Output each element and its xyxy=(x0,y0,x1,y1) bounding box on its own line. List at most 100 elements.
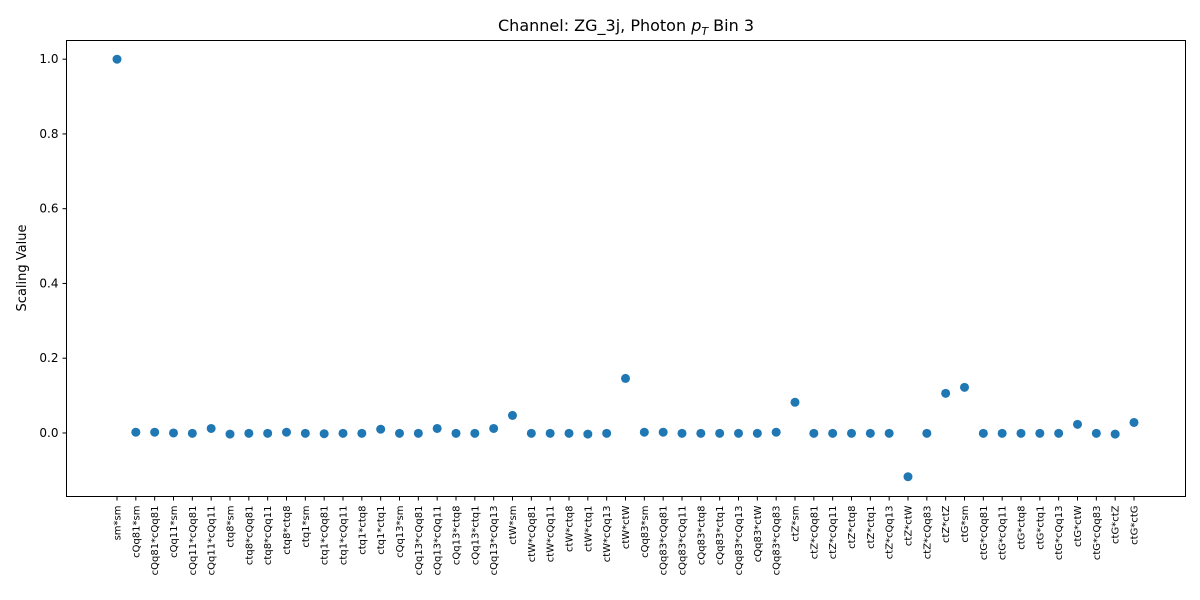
x-tick-label: ctG*cQq83 xyxy=(1092,506,1103,561)
data-point xyxy=(1091,428,1101,438)
x-tick-label: cQq11*cQq11 xyxy=(207,506,218,576)
chart-title-subscript: T xyxy=(701,25,709,38)
data-point xyxy=(187,428,197,438)
x-tick-label: ctq1*sm xyxy=(301,506,312,548)
data-point xyxy=(112,54,122,64)
data-point xyxy=(564,428,574,438)
x-tick-label: ctZ*cQq81 xyxy=(809,506,820,560)
x-tick-label: ctZ*cQq83 xyxy=(922,506,933,560)
data-point xyxy=(978,428,988,438)
data-point xyxy=(545,428,555,438)
x-tick-label: cQq83*cQq81 xyxy=(659,506,670,576)
chart-title-prefix: Channel: ZG_3j, Photon xyxy=(498,16,691,36)
data-point xyxy=(903,472,913,482)
data-point xyxy=(451,428,461,438)
x-tick-label: sm*sm xyxy=(113,506,124,541)
x-tick-label: ctZ*ctZ xyxy=(941,505,952,543)
x-tick-label: ctG*cQq13 xyxy=(1054,506,1065,561)
data-point xyxy=(357,428,367,438)
data-point xyxy=(413,428,423,438)
data-point xyxy=(282,427,291,437)
data-point xyxy=(677,428,687,438)
data-point xyxy=(489,423,499,433)
data-point xyxy=(941,388,951,398)
data-point xyxy=(828,428,838,438)
data-point xyxy=(752,428,762,438)
data-point xyxy=(847,428,856,438)
x-tick-label: cQq83*cQq11 xyxy=(678,506,689,576)
data-point xyxy=(131,427,141,437)
data-point xyxy=(639,427,649,437)
x-tick-label: ctZ*cQq13 xyxy=(885,506,896,560)
x-tick-label: cQq13*cQq13 xyxy=(489,506,500,576)
x-tick-label: ctG*cQq11 xyxy=(998,506,1009,561)
data-point xyxy=(790,397,800,407)
x-tick-label: ctW*cQq11 xyxy=(546,506,557,563)
data-point xyxy=(1054,428,1064,438)
data-point xyxy=(376,424,386,434)
data-point xyxy=(319,429,329,439)
data-point xyxy=(715,428,725,438)
x-tick-label: cQq13*ctq8 xyxy=(452,506,463,566)
x-tick-label: ctG*ctq8 xyxy=(1017,506,1028,550)
data-point xyxy=(225,429,235,439)
x-tick-label: cQq81*cQq81 xyxy=(150,506,161,576)
data-point xyxy=(809,428,819,438)
data-point xyxy=(300,428,310,438)
x-axis-ticks: sm*sm cQq81*sm cQq81*cQq81 cQq11*sm cQq11*cQ… xyxy=(113,496,1141,576)
data-point xyxy=(884,428,894,438)
y-tick-label: 1.0 xyxy=(39,52,58,66)
y-tick-label: 0.4 xyxy=(39,276,58,290)
x-tick-label: ctq1*cQq81 xyxy=(320,506,331,566)
x-tick-label: cQq83*ctq8 xyxy=(696,506,707,566)
y-tick-label: 0.0 xyxy=(39,426,58,440)
y-axis-ticks: 0.0 0.2 0.4 0.6 0.8 1.0 xyxy=(39,52,67,440)
x-tick-label: cQq11*cQq81 xyxy=(188,506,199,576)
x-tick-label: cQq81*sm xyxy=(131,506,142,558)
data-points xyxy=(112,54,1139,482)
x-tick-label: cQq13*ctq1 xyxy=(470,506,481,566)
data-point xyxy=(997,428,1007,438)
chart-title-p: p xyxy=(690,16,701,35)
x-tick-label: ctW*ctW xyxy=(621,505,632,549)
x-tick-label: cQq83*ctq1 xyxy=(715,506,726,566)
x-tick-label: cQq83*cQq83 xyxy=(772,506,783,576)
x-tick-label: ctW*cQq81 xyxy=(527,506,538,563)
data-point xyxy=(696,428,706,438)
x-tick-label: cQq13*cQq11 xyxy=(433,506,444,576)
data-point xyxy=(338,428,348,438)
x-tick-label: ctq1*ctq1 xyxy=(376,506,387,555)
data-point xyxy=(771,427,781,437)
x-tick-label: cQq11*sm xyxy=(169,506,180,558)
x-tick-label: ctG*ctZ xyxy=(1111,505,1122,544)
x-tick-label: ctq8*ctq8 xyxy=(282,506,293,555)
x-tick-label: ctW*ctq1 xyxy=(583,506,594,552)
x-tick-label: ctG*ctq1 xyxy=(1035,506,1046,550)
x-tick-label: ctW*cQq13 xyxy=(602,506,613,563)
data-point xyxy=(1129,417,1139,427)
x-tick-label: ctZ*ctW xyxy=(904,505,915,546)
x-tick-label: ctG*ctG xyxy=(1130,506,1141,545)
x-tick-label: cQq83*ctW xyxy=(753,505,764,562)
x-tick-label: ctq8*sm xyxy=(226,506,237,548)
data-point xyxy=(470,428,480,438)
data-point xyxy=(508,410,517,420)
x-tick-label: ctZ*sm xyxy=(791,506,802,542)
x-tick-label: ctZ*cQq11 xyxy=(828,506,839,560)
x-tick-label: ctG*cQq81 xyxy=(979,506,990,561)
x-tick-label: ctq8*cQq81 xyxy=(244,506,255,566)
x-tick-label: ctZ*ctq8 xyxy=(847,506,858,549)
x-tick-label: ctW*ctq8 xyxy=(565,506,576,552)
data-point xyxy=(621,373,630,383)
x-tick-label: ctZ*ctq1 xyxy=(866,506,877,549)
x-tick-label: ctG*sm xyxy=(960,506,971,543)
y-tick-label: 0.2 xyxy=(39,351,58,365)
data-point xyxy=(922,428,932,438)
plot-frame xyxy=(66,40,1186,497)
chart-title: Channel: ZG_3j, Photon pT Bin 3 xyxy=(498,16,754,38)
data-point xyxy=(583,429,593,439)
data-point xyxy=(1016,428,1026,438)
data-point xyxy=(244,428,254,438)
x-tick-label: ctq1*cQq11 xyxy=(339,506,350,566)
